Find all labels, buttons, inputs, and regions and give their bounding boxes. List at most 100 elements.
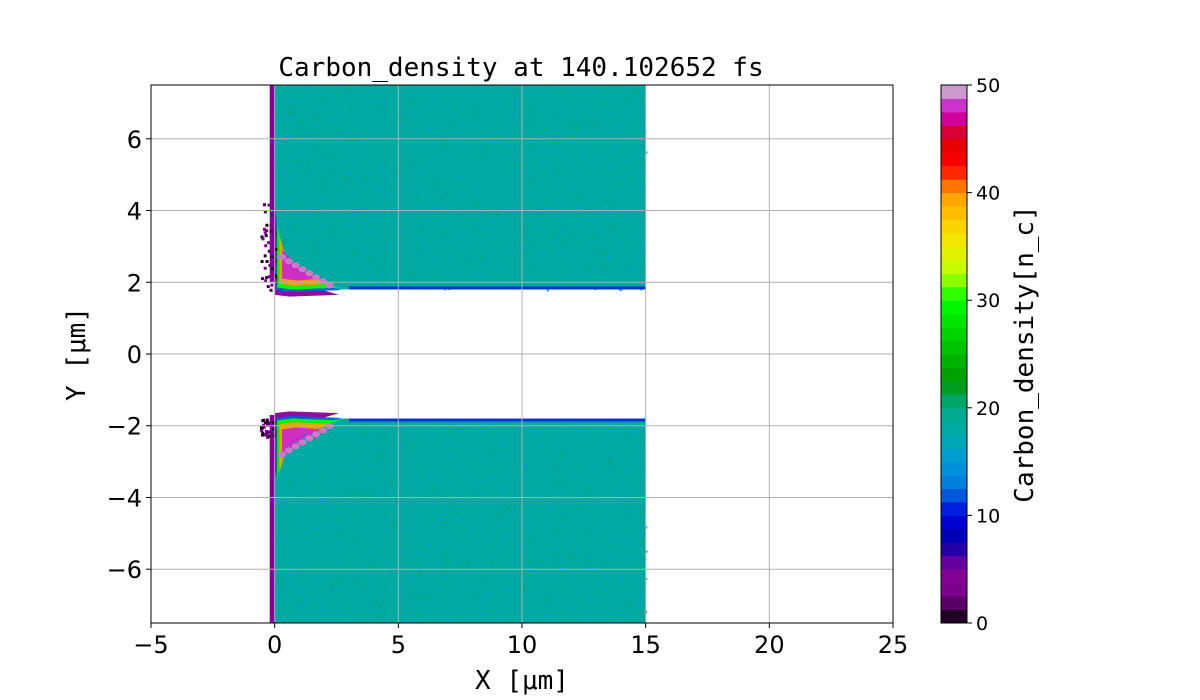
density-speckle: [349, 281, 352, 284]
density-speckle: [566, 422, 569, 425]
density-speckle: [630, 221, 633, 224]
density-speckle: [534, 115, 537, 118]
density-speckle: [507, 233, 510, 236]
density-speckle: [298, 107, 301, 110]
density-speckle: [303, 517, 306, 520]
density-speckle: [302, 527, 305, 530]
density-speckle: [543, 85, 546, 88]
density-speckle: [471, 559, 474, 562]
density-speckle: [432, 100, 435, 103]
density-speckle: [431, 125, 434, 128]
density-speckle: [313, 618, 316, 621]
density-speckle: [512, 232, 515, 235]
density-speckle: [408, 489, 411, 492]
density-speckle: [411, 235, 414, 238]
density-speckle: [363, 497, 366, 500]
density-speckle: [413, 577, 416, 580]
colorbar-tick-label: 50: [976, 75, 1000, 97]
density-speckle: [456, 225, 459, 228]
density-speckle: [296, 498, 299, 501]
y-tick-label: −4: [107, 484, 142, 512]
density-speckle: [565, 189, 568, 192]
density-speckle: [545, 127, 548, 130]
density-speckle: [522, 224, 525, 227]
density-speckle: [567, 553, 570, 556]
density-speckle: [565, 185, 568, 188]
density-speckle: [450, 430, 453, 433]
density-speckle: [432, 258, 435, 261]
density-speckle: [277, 528, 280, 531]
density-speckle: [346, 108, 349, 111]
density-speckle: [388, 527, 391, 530]
density-speckle: [365, 208, 368, 211]
density-speckle: [464, 541, 467, 544]
density-speckle: [531, 440, 534, 443]
density-speckle: [313, 272, 316, 275]
density-speckle: [293, 114, 296, 117]
grid-lines: [150, 85, 894, 623]
density-speckle: [425, 597, 428, 600]
density-speckle: [585, 571, 588, 574]
density-speckle: [309, 266, 312, 269]
density-speckle: [611, 226, 614, 229]
density-speckle: [387, 468, 390, 471]
density-speckle: [345, 235, 348, 238]
density-speckle: [559, 150, 562, 153]
density-speckle: [574, 588, 577, 591]
density-speckle: [284, 477, 287, 480]
ablated-particle: [261, 419, 265, 423]
chart-title: Carbon_density at 140.102652 fs: [278, 53, 763, 83]
density-speckle: [578, 171, 581, 174]
density-speckle: [620, 577, 623, 580]
density-speckle: [304, 599, 307, 602]
density-speckle: [574, 233, 577, 236]
density-speckle: [555, 590, 558, 593]
density-speckle: [301, 617, 304, 620]
density-speckle: [349, 583, 352, 586]
ablated-particle: [265, 433, 269, 437]
density-speckle: [353, 100, 356, 103]
density-speckle: [566, 610, 569, 613]
density-speckle: [275, 111, 278, 114]
density-speckle: [462, 236, 465, 239]
density-speckle: [417, 477, 420, 480]
density-speckle: [483, 480, 486, 483]
density-speckle: [598, 592, 601, 595]
density-speckle: [565, 250, 568, 253]
density-speckle: [474, 210, 477, 213]
density-speckle: [508, 572, 511, 575]
density-speckle: [591, 599, 594, 602]
density-speckle: [402, 466, 405, 469]
colorbar-band: [941, 542, 967, 557]
density-speckle: [446, 435, 449, 438]
density-speckle: [569, 218, 572, 221]
density-speckle: [594, 218, 597, 221]
density-speckle: [476, 482, 479, 485]
density-speckle: [544, 466, 547, 469]
density-speckle: [340, 249, 343, 252]
density-speckle: [557, 143, 560, 146]
density-speckle: [493, 237, 496, 240]
density-speckle: [531, 571, 534, 574]
peak-density-spot: [291, 262, 300, 269]
density-speckle: [370, 535, 373, 538]
density-speckle: [353, 89, 356, 92]
density-speckle: [553, 553, 556, 556]
density-speckle: [419, 247, 422, 250]
density-speckle: [470, 196, 473, 199]
density-speckle: [414, 262, 417, 265]
density-speckle: [540, 548, 543, 551]
density-speckle: [322, 500, 325, 503]
density-speckle: [420, 587, 423, 590]
density-speckle: [303, 533, 306, 536]
density-speckle: [337, 482, 340, 485]
density-speckle: [392, 524, 395, 527]
density-speckle: [541, 559, 544, 562]
density-speckle: [576, 133, 579, 136]
density-speckle: [512, 187, 515, 190]
density-speckle: [546, 113, 549, 116]
colorbar-tick-label: 20: [976, 398, 1000, 420]
density-speckle: [579, 95, 582, 98]
density-speckle: [386, 181, 389, 184]
